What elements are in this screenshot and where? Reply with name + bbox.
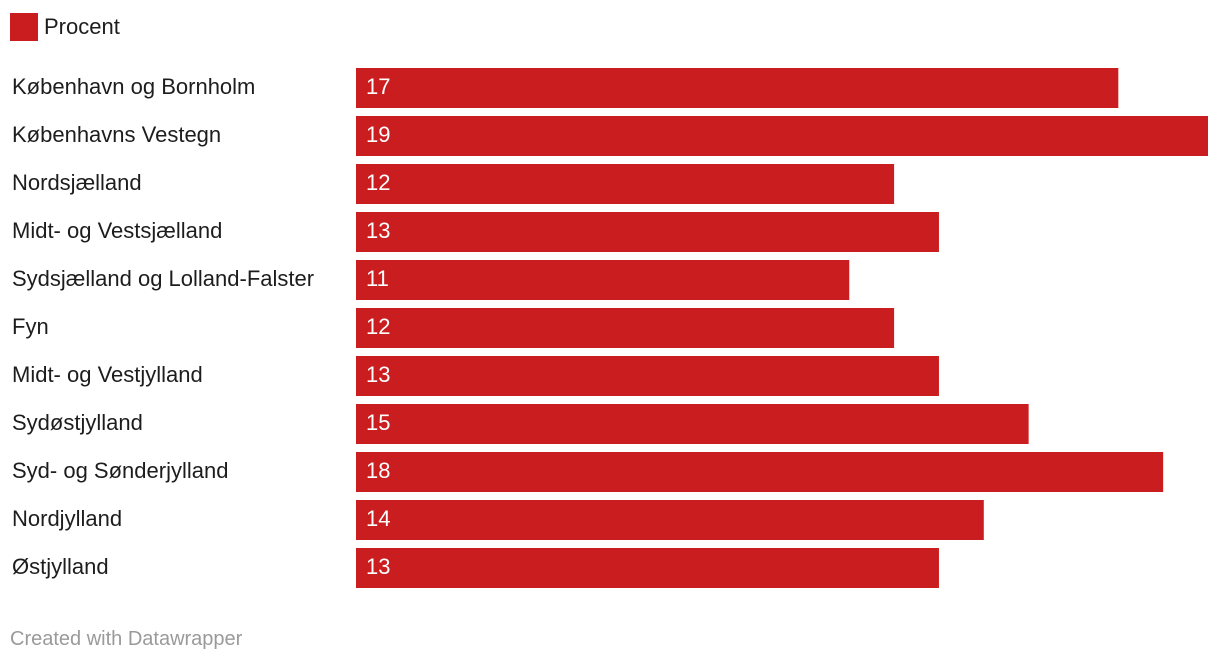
value-label: 19 <box>366 122 390 147</box>
bar <box>356 164 895 204</box>
value-label: 14 <box>366 506 390 531</box>
bar <box>356 500 984 540</box>
category-label: Sydsjælland og Lolland-Falster <box>12 266 314 291</box>
bar <box>356 68 1119 108</box>
bar <box>356 116 1208 156</box>
category-label: Midt- og Vestjylland <box>12 362 203 387</box>
value-label: 12 <box>366 314 390 339</box>
category-label: Østjylland <box>12 554 109 579</box>
value-label: 13 <box>366 218 390 243</box>
value-label: 11 <box>366 266 389 291</box>
category-label: Københavns Vestegn <box>12 122 221 147</box>
category-label: Nordsjælland <box>12 170 142 195</box>
bar <box>356 356 939 396</box>
category-label: Sydøstjylland <box>12 410 143 435</box>
value-label: 12 <box>366 170 390 195</box>
category-label: Syd- og Sønderjylland <box>12 458 228 483</box>
legend: Procent <box>10 12 120 42</box>
category-label: Fyn <box>12 314 49 339</box>
bar <box>356 260 850 300</box>
legend-swatch <box>10 13 38 41</box>
category-label: Midt- og Vestsjælland <box>12 218 222 243</box>
footer-credit: Created with Datawrapper <box>10 628 243 650</box>
bar <box>356 452 1164 492</box>
bar <box>356 308 895 348</box>
bar <box>356 212 939 252</box>
legend-label: Procent <box>44 14 120 39</box>
value-label: 13 <box>366 554 390 579</box>
bar <box>356 404 1029 444</box>
value-label: 13 <box>366 362 390 387</box>
value-label: 18 <box>366 458 390 483</box>
value-label: 15 <box>366 410 390 435</box>
category-label: Nordjylland <box>12 506 122 531</box>
category-label: København og Bornholm <box>12 74 255 99</box>
value-label: 17 <box>366 74 390 99</box>
bar <box>356 548 939 588</box>
